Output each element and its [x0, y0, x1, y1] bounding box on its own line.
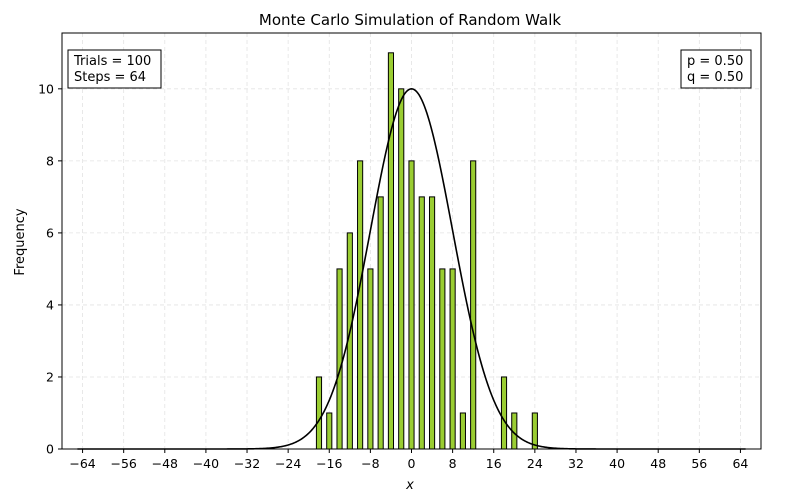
bar: [387, 52, 395, 450]
y-tick-label: 10: [38, 81, 54, 96]
trials-steps-box: Trials = 100 Steps = 64: [67, 49, 162, 89]
y-tick-label: 4: [46, 297, 54, 312]
y-tick-label: 2: [46, 369, 54, 384]
x-tick-label: 24: [527, 456, 543, 471]
bar: [326, 412, 333, 450]
trials-steps-box-frame: [67, 49, 162, 89]
x-tick-label: 48: [650, 456, 666, 471]
x-tick-label: −32: [234, 456, 260, 471]
x-axis-ticks: −64 −56 −48 −40 −32 −24 −16 −8 0 8 16 24 32 40 48 56 64: [69, 449, 748, 471]
bar: [408, 160, 415, 450]
x-tick-label: 16: [486, 456, 502, 471]
x-tick-label: 0: [408, 456, 416, 471]
bar: [377, 196, 384, 450]
chart-title: Monte Carlo Simulation of Random Walk: [259, 11, 561, 29]
x-tick-label: −8: [361, 456, 379, 471]
x-axis-label: x: [405, 478, 414, 493]
bar: [418, 196, 425, 450]
x-tick-label: −56: [110, 456, 136, 471]
bar: [439, 268, 446, 450]
bar: [428, 196, 436, 450]
trials-label: Trials = 100: [73, 54, 151, 69]
bar: [367, 268, 374, 450]
x-tick-label: −40: [193, 456, 219, 471]
bar: [398, 88, 405, 450]
x-tick-label: −48: [152, 456, 178, 471]
bar: [500, 376, 508, 450]
x-tick-label: −24: [275, 456, 301, 471]
bar: [315, 376, 323, 450]
p-q-box-frame: [680, 49, 752, 89]
x-tick-label: −16: [316, 456, 342, 471]
x-tick-label: 40: [609, 456, 625, 471]
y-axis-label: Frequency: [13, 208, 28, 275]
bar: [459, 412, 466, 450]
x-tick-label: 56: [691, 456, 707, 471]
x-tick-label: −64: [69, 456, 95, 471]
p-q-box: p = 0.50 q = 0.50: [680, 49, 752, 89]
bar: [357, 160, 364, 450]
y-tick-label: 8: [46, 153, 54, 168]
x-tick-label: 8: [449, 456, 457, 471]
steps-label: Steps = 64: [74, 70, 146, 85]
bar: [449, 268, 456, 450]
x-tick-label: 64: [732, 456, 748, 471]
q-label: q = 0.50: [687, 70, 743, 85]
y-tick-label: 0: [46, 442, 54, 457]
bar: [336, 268, 343, 450]
y-axis-ticks: 0 2 4 6 8 10: [38, 81, 62, 457]
y-tick-label: 6: [46, 225, 54, 240]
p-label: p = 0.50: [687, 54, 743, 69]
bar: [470, 160, 477, 450]
x-tick-label: 32: [568, 456, 584, 471]
